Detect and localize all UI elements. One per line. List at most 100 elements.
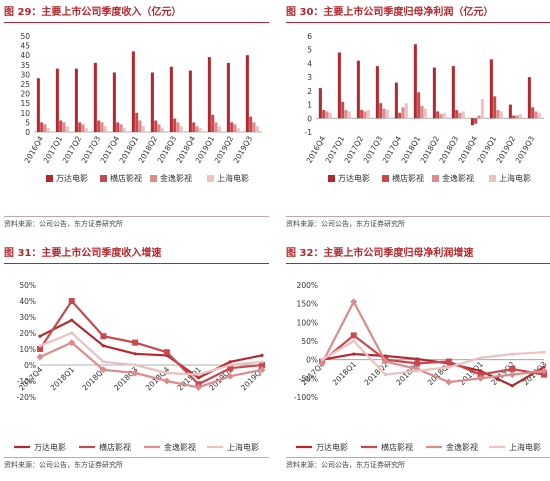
bar xyxy=(255,126,259,132)
bar xyxy=(341,101,345,119)
data-point xyxy=(414,360,421,367)
data-point xyxy=(542,365,546,369)
bar xyxy=(423,108,427,119)
y-tick-label: 100% xyxy=(297,318,318,327)
legend-label: 万达电影 xyxy=(56,173,88,183)
bar xyxy=(432,67,436,119)
y-tick-label: -1 xyxy=(305,128,313,137)
bar xyxy=(363,111,367,119)
series-line xyxy=(321,333,545,376)
bar xyxy=(62,122,66,132)
quarterly-revenue-bar-chart: 051015202530354045502016Q42017Q12017Q220… xyxy=(20,32,262,183)
data-point xyxy=(258,366,266,374)
data-point xyxy=(260,360,264,364)
y-tick-label: 5 xyxy=(307,46,312,55)
bar xyxy=(100,122,104,132)
bar xyxy=(141,126,145,132)
data-point xyxy=(447,365,451,369)
data-point xyxy=(508,371,516,379)
bar xyxy=(195,126,199,132)
net-profit-growth-line-chart: -100%-50%0%50%100%150%200%2017Q4 2018Q1 20… xyxy=(294,281,549,452)
bar xyxy=(211,114,215,132)
bar xyxy=(328,112,332,119)
bar xyxy=(36,78,40,132)
bar xyxy=(515,115,519,119)
data-point xyxy=(101,360,106,364)
y-tick-label: -20% xyxy=(17,393,36,402)
bar xyxy=(116,122,120,132)
y-tick-label: 4 xyxy=(307,59,312,68)
legend-label: 金逸影视 xyxy=(164,442,196,452)
bar xyxy=(474,118,478,124)
source-note: 资料来源：公司公告，东方证券研究所 xyxy=(286,216,550,233)
bar xyxy=(154,120,158,132)
bar xyxy=(356,60,360,119)
legend-label: 万达电影 xyxy=(338,173,370,183)
bar xyxy=(439,114,443,119)
y-tick-label: 45 xyxy=(20,42,30,51)
panel-revenue-growth: 图 31：主要上市公司季度收入增速 -20% -10% 0% 10% 20% 30% 40%… xyxy=(4,245,269,473)
bar xyxy=(518,114,522,119)
bar xyxy=(325,111,329,119)
x-tick-label: 2018Q3 xyxy=(112,365,140,393)
data-point xyxy=(163,349,170,356)
bar xyxy=(477,115,481,119)
bar xyxy=(74,68,78,132)
data-point xyxy=(133,352,137,356)
data-point xyxy=(226,372,234,380)
data-point xyxy=(542,350,546,354)
legend-label: 万达电影 xyxy=(316,442,348,452)
series-line xyxy=(39,299,263,386)
data-point xyxy=(132,339,139,346)
bar xyxy=(442,112,446,119)
data-point xyxy=(381,358,389,366)
bar xyxy=(245,55,249,133)
y-tick-label: 20 xyxy=(20,90,30,99)
x-tick-label: 2018Q1 xyxy=(331,360,359,388)
data-point xyxy=(352,352,356,356)
bar xyxy=(188,70,192,132)
panel-net-profit-growth: 图 32：主要上市公司季度归母净利润增速 -100% -50% 0% 50% 100% 1… xyxy=(286,245,550,473)
y-tick-label: -10% xyxy=(17,377,36,386)
data-point xyxy=(259,362,265,368)
bar xyxy=(413,44,417,119)
data-point xyxy=(133,363,137,367)
legend-label: 万达电影 xyxy=(34,442,66,452)
chart-title: 图 30：主要上市公司季度归母净利润（亿元） xyxy=(286,4,550,23)
bar xyxy=(318,88,322,119)
y-tick-label: 200% xyxy=(297,281,318,290)
y-tick-label: 6 xyxy=(307,32,312,41)
bar xyxy=(455,110,459,119)
data-point xyxy=(320,358,324,362)
bar xyxy=(233,124,237,132)
panel-quarterly-net-profit: 图 30：主要上市公司季度归母净利润（亿元） -1 0 1 2 3 4 5 6 2016Q4 20… xyxy=(286,4,550,232)
y-tick-label: 40 xyxy=(20,51,30,60)
y-tick-label: 15 xyxy=(20,99,30,108)
bar xyxy=(375,66,379,119)
y-tick-label: 3 xyxy=(307,73,312,82)
data-point xyxy=(350,298,358,306)
data-point xyxy=(131,369,139,377)
bar xyxy=(537,112,541,119)
y-tick-label: 0% xyxy=(306,356,318,365)
bar xyxy=(122,128,126,132)
bar xyxy=(508,104,512,119)
data-point xyxy=(445,358,452,365)
y-tick-label: -50% xyxy=(299,374,318,383)
series-line xyxy=(39,341,263,389)
y-tick-label: 5 xyxy=(25,118,30,127)
bar xyxy=(451,66,455,119)
data-point xyxy=(415,369,419,373)
y-tick-label: -100% xyxy=(294,393,318,402)
bar xyxy=(217,126,221,132)
legend-label: 上海电影 xyxy=(227,442,259,452)
data-point xyxy=(510,352,514,356)
data-point xyxy=(70,318,74,322)
y-tick-label: 50% xyxy=(19,281,36,290)
bar xyxy=(480,99,484,119)
bar xyxy=(84,128,88,132)
legend-label: 金逸影视 xyxy=(446,442,478,452)
series-line xyxy=(39,318,263,380)
data-point xyxy=(68,298,75,304)
legend-label: 横店影视 xyxy=(381,442,413,452)
